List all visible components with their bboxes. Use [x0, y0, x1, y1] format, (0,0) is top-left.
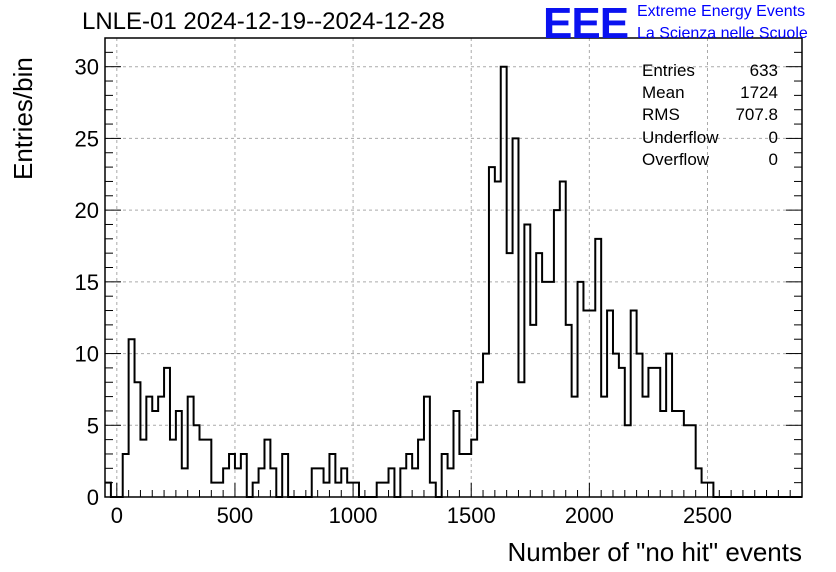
x-axis-label: Number of "no hit" events — [507, 537, 803, 567]
stat-mean: Mean 1724 — [642, 82, 778, 104]
axis-ticks — [104, 51, 802, 498]
x-tick-label: 500 — [217, 503, 254, 528]
stat-value: 0 — [768, 149, 778, 169]
y-tick-label: 30 — [75, 55, 99, 80]
y-tick-label: 10 — [75, 342, 99, 367]
y-tick-label: 5 — [87, 413, 99, 438]
x-tick-label: 0 — [111, 503, 123, 528]
eee-logo: EEE — [543, 0, 629, 48]
stat-label: RMS — [642, 105, 680, 125]
org-name-line2: La Scienza nelle Scuole — [637, 25, 808, 42]
y-axis-label: Entries/bin — [8, 57, 38, 180]
x-tick-label: 1000 — [329, 503, 378, 528]
stat-label: Overflow — [642, 149, 710, 169]
stat-value: 1724 — [740, 83, 778, 103]
y-tick-label: 15 — [75, 270, 99, 295]
stat-label: Mean — [642, 83, 685, 103]
y-tick-label: 0 — [87, 485, 99, 510]
stat-value: 0 — [768, 127, 778, 147]
plot-frame — [104, 37, 803, 498]
x-tick-label: 1500 — [447, 503, 496, 528]
stat-rms: RMS 707.8 — [642, 104, 778, 126]
org-name-line1: Extreme Energy Events — [637, 3, 806, 20]
stat-underflow: Underflow 0 — [642, 127, 778, 149]
stat-overflow: Overflow 0 — [642, 149, 778, 171]
y-tick-label: 25 — [75, 126, 99, 151]
stat-label: Underflow — [642, 127, 719, 147]
stat-entries: Entries 633 — [642, 60, 778, 82]
stat-label: Entries — [642, 61, 695, 80]
x-tick-label: 2000 — [565, 503, 614, 528]
x-tick-label: 2500 — [683, 503, 732, 528]
stats-box: Entries 633 Mean 1724 RMS 707.8 Underflow 0 … — [642, 60, 778, 171]
chart-title: LNLE-01 2024-12-19--2024-12-28 — [82, 8, 445, 35]
stat-value: 633 — [749, 61, 778, 80]
axis-tick-labels: 0 500 1000 1500 2000 2500 0 5 10 15 20 25 30 — [75, 55, 732, 528]
y-tick-label: 20 — [75, 198, 99, 223]
stat-value: 707.8 — [735, 105, 778, 125]
